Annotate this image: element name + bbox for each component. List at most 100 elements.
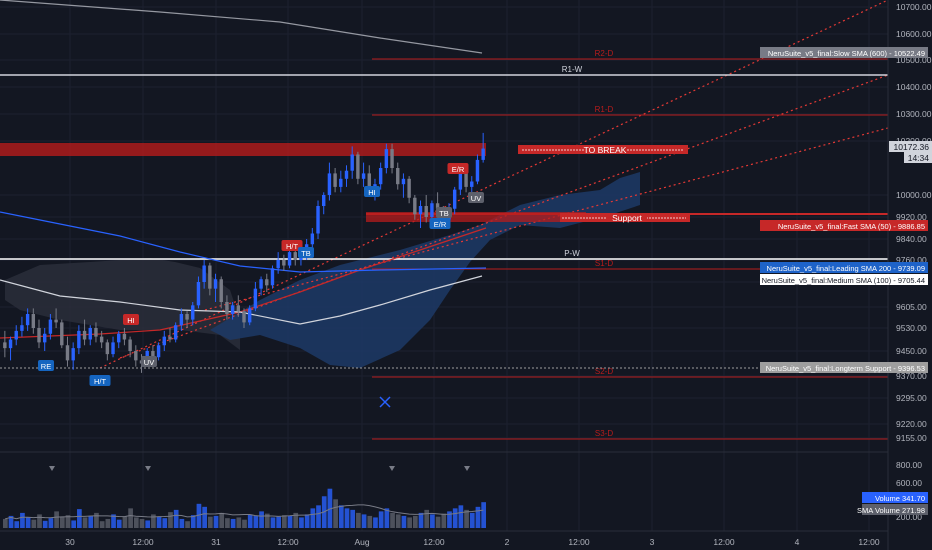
signal-marker-badge — [38, 360, 54, 371]
price-tick-label: 10300.00 — [896, 109, 932, 119]
support-label: Support — [612, 213, 642, 223]
candle-body — [225, 302, 229, 314]
sma-line — [0, 211, 487, 273]
volume-bar — [481, 502, 486, 528]
candle-body — [475, 159, 480, 182]
candle-body — [310, 233, 315, 245]
volume-bar — [54, 511, 59, 528]
volume-bar — [59, 516, 65, 528]
volume-bar — [310, 508, 316, 528]
volume-bar — [230, 518, 236, 528]
level-label-r2-d: R2-D — [595, 49, 614, 58]
time-tick-label: 2 — [505, 537, 510, 547]
candle-body — [3, 342, 7, 349]
candle-body — [162, 336, 166, 346]
countdown-box — [904, 152, 932, 163]
level-label-p-w: P-W — [564, 249, 580, 258]
signal-marker-badge — [364, 186, 380, 197]
volume-bar — [276, 516, 282, 528]
to-break-text-bg — [584, 145, 626, 154]
price-tick-label: 10000.00 — [896, 190, 932, 200]
support-text-bg — [607, 213, 647, 222]
volume-bar — [31, 519, 37, 528]
signal-marker-text: HI — [368, 188, 376, 197]
volume-bar — [196, 503, 202, 528]
candle-body — [470, 181, 474, 187]
candle-body — [230, 305, 235, 314]
signal-marker-text: HI — [127, 316, 135, 325]
volume-bar — [264, 513, 270, 528]
indicator-label-box — [760, 220, 928, 231]
volume-bar — [424, 509, 430, 528]
signal-marker-text: E/R — [452, 165, 465, 174]
volume-bar — [401, 515, 407, 528]
sma-line — [0, 0, 483, 54]
volume-bar — [14, 521, 20, 528]
candle-body — [339, 178, 343, 187]
volume-bar — [20, 512, 25, 528]
moving-average-lines — [0, 0, 487, 339]
price-tick-label: 9155.00 — [896, 433, 927, 443]
candle-body — [396, 168, 400, 185]
crosshair-icon — [379, 396, 391, 408]
time-tick-label: 31 — [211, 537, 221, 547]
volume-bar — [350, 509, 356, 528]
volume-bar — [412, 515, 418, 528]
volume-bar — [219, 512, 225, 528]
volume-alert-icon — [389, 466, 395, 471]
price-zones[interactable]: TO BREAK Support — [0, 143, 888, 223]
signal-marker-badge — [468, 192, 484, 203]
volume-bar — [82, 517, 88, 528]
volume-bar — [242, 519, 247, 528]
volume-bar — [145, 520, 151, 528]
volume-bar — [452, 508, 458, 528]
candle-body — [213, 279, 218, 289]
candle-body — [134, 351, 138, 361]
candle-body — [37, 328, 41, 343]
signal-marker-badge — [429, 218, 451, 229]
volume-tick-label: 600.00 — [896, 478, 922, 488]
candle-body — [168, 336, 172, 340]
last-price-box — [889, 141, 932, 152]
to-break-zone — [0, 143, 486, 156]
candle-body — [458, 170, 463, 190]
time-tick-label: Aug — [354, 537, 369, 547]
candle-body — [77, 330, 81, 349]
signal-marker-text: TB — [301, 249, 311, 258]
candle-body — [242, 311, 246, 323]
signal-marker-text: UV — [144, 358, 154, 367]
candle-body — [322, 195, 326, 206]
volume-bar — [202, 506, 207, 528]
candle-body — [151, 351, 155, 358]
candle-body — [88, 328, 92, 340]
candle-body — [270, 268, 275, 286]
volume-bar — [367, 515, 373, 528]
candle-body — [42, 333, 47, 343]
candle-body — [327, 173, 332, 195]
level-label-s3-d: S3-D — [595, 429, 613, 438]
price-tick-label: 9450.00 — [896, 346, 927, 356]
signal-marker-text: TB — [439, 209, 449, 218]
time-axis[interactable]: 30 12:00 31 12:00 Aug 12:00 2 12:00 3 12:00 4 12:00 — [65, 537, 880, 547]
volume-bar — [395, 514, 401, 528]
signal-marker-text: UV — [471, 194, 481, 203]
time-tick-label: 12:00 — [858, 537, 880, 547]
candle-body — [293, 252, 297, 260]
candle-body — [185, 314, 189, 320]
candle-body — [156, 345, 161, 358]
candle-body — [361, 173, 366, 179]
volume-bar — [458, 505, 464, 528]
volume-bar — [162, 518, 168, 528]
price-tick-label: 9605.00 — [896, 302, 927, 312]
candle-body — [435, 203, 440, 209]
candle-body — [384, 149, 389, 168]
signal-marker-badge — [141, 356, 157, 367]
indicator-label-text: NeruSuite_v5_final:Longterm Support - 93… — [766, 364, 925, 373]
candle-body — [401, 178, 406, 185]
sma-line — [0, 275, 483, 325]
time-tick-label: 12:00 — [568, 537, 590, 547]
volume-bar — [133, 517, 139, 528]
volume-bar — [111, 514, 116, 528]
indicator-label-text: NeruSuite_v5_final:Fast SMA (50) - 9886.… — [778, 222, 925, 231]
